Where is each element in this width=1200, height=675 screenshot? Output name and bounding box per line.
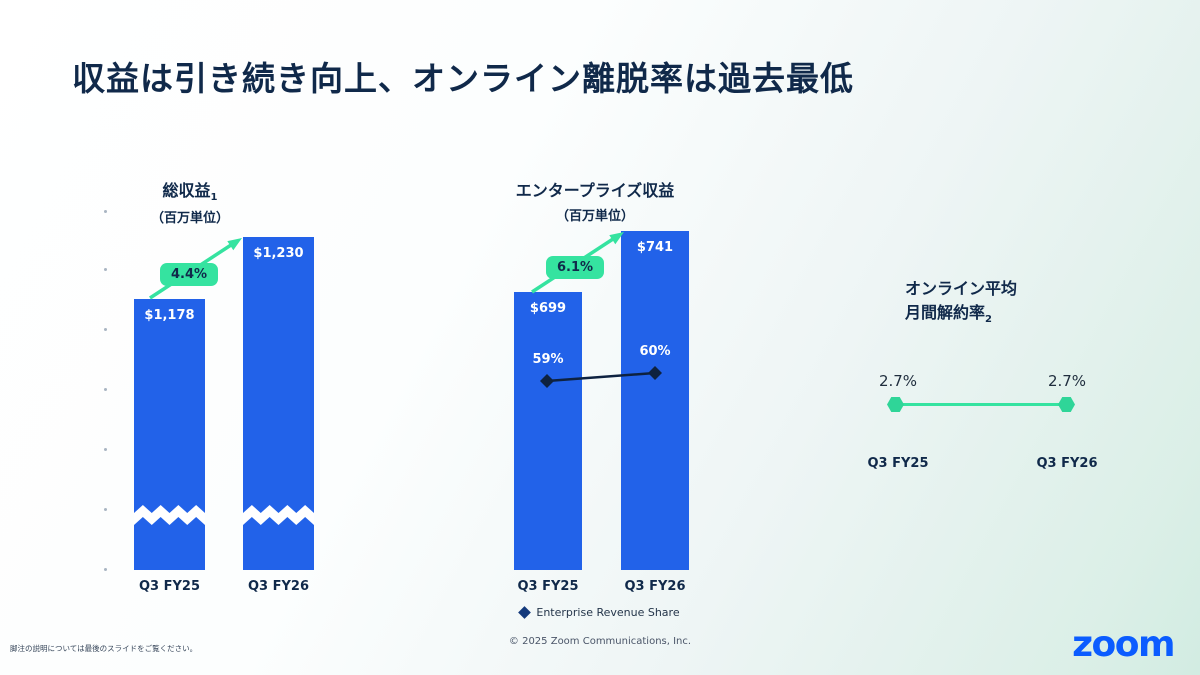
total-revenue-bar-fy25: $1,178 [134,299,205,570]
axis-break-zigzag-icon [134,505,205,525]
axis-tick-dot [104,268,107,271]
enterprise-revenue-bar-fy26: $741 [621,231,689,570]
bar-value-label: $699 [529,301,567,316]
enterprise-revenue-title: エンタープライズ収益 [515,181,675,200]
bar-value-label: $1,230 [253,246,304,261]
zoom-logo: zoom [1072,624,1175,665]
x-axis-label: Q3 FY25 [517,579,579,594]
share-percent-label: 59% [532,352,564,367]
share-percent-label: 60% [639,344,671,359]
x-axis-label: Q3 FY26 [624,579,686,594]
total-revenue-title: 総収益1 [162,181,218,204]
diamond-legend-icon [518,606,532,619]
legend-label: Enterprise Revenue Share [536,606,680,619]
total-revenue-bar-fy26: $1,230 [243,237,314,570]
churn-title: オンライン平均 月間解約率2 [905,279,1018,326]
footnote-text: 脚注の説明については最後のスライドをご覧ください。 [10,644,198,653]
hexagon-marker-icon [887,397,904,412]
copyright-text: © 2025 Zoom Communications, Inc. [508,636,692,647]
enterprise-revenue-subtitle: （百万単位） [555,209,634,224]
total-revenue-subtitle: （百万単位） [150,211,229,227]
axis-tick-dot [104,568,107,571]
page-title: 収益は引き続き向上、オンライン離脱率は過去最低 [72,59,854,98]
total-revenue-header: 総収益1 （百万単位） [90,177,290,226]
footnote-ref-1: 1 [210,192,218,204]
x-axis-label: Q3 FY25 [867,456,929,471]
footnote-ref-2: 2 [985,314,992,326]
x-axis-label: Q3 FY26 [1036,456,1098,471]
growth-badge: 4.4% [160,263,219,286]
churn-trend-line [895,403,1066,406]
axis-tick-dot [104,448,107,451]
bar-value-label: $741 [636,240,674,255]
axis-break-zigzag-icon [243,505,314,525]
axis-tick-dot [104,388,107,391]
axis-tick-dot [104,508,107,511]
legend: Enterprise Revenue Share [470,606,730,619]
share-line-diamond-markers-icon [540,366,662,388]
enterprise-revenue-bar-fy25: $699 [514,292,582,570]
x-axis-label: Q3 FY25 [138,579,200,594]
growth-badge: 6.1% [546,256,605,279]
bar-value-label: $1,178 [144,308,195,323]
churn-value-label: 2.7% [878,372,918,390]
x-axis-label: Q3 FY26 [247,579,309,594]
churn-value-label: 2.7% [1047,372,1087,390]
enterprise-revenue-header: エンタープライズ収益 （百万単位） [495,177,695,224]
axis-tick-dot [104,210,107,213]
hexagon-marker-icon [1058,397,1075,412]
axis-tick-dot [104,328,107,331]
